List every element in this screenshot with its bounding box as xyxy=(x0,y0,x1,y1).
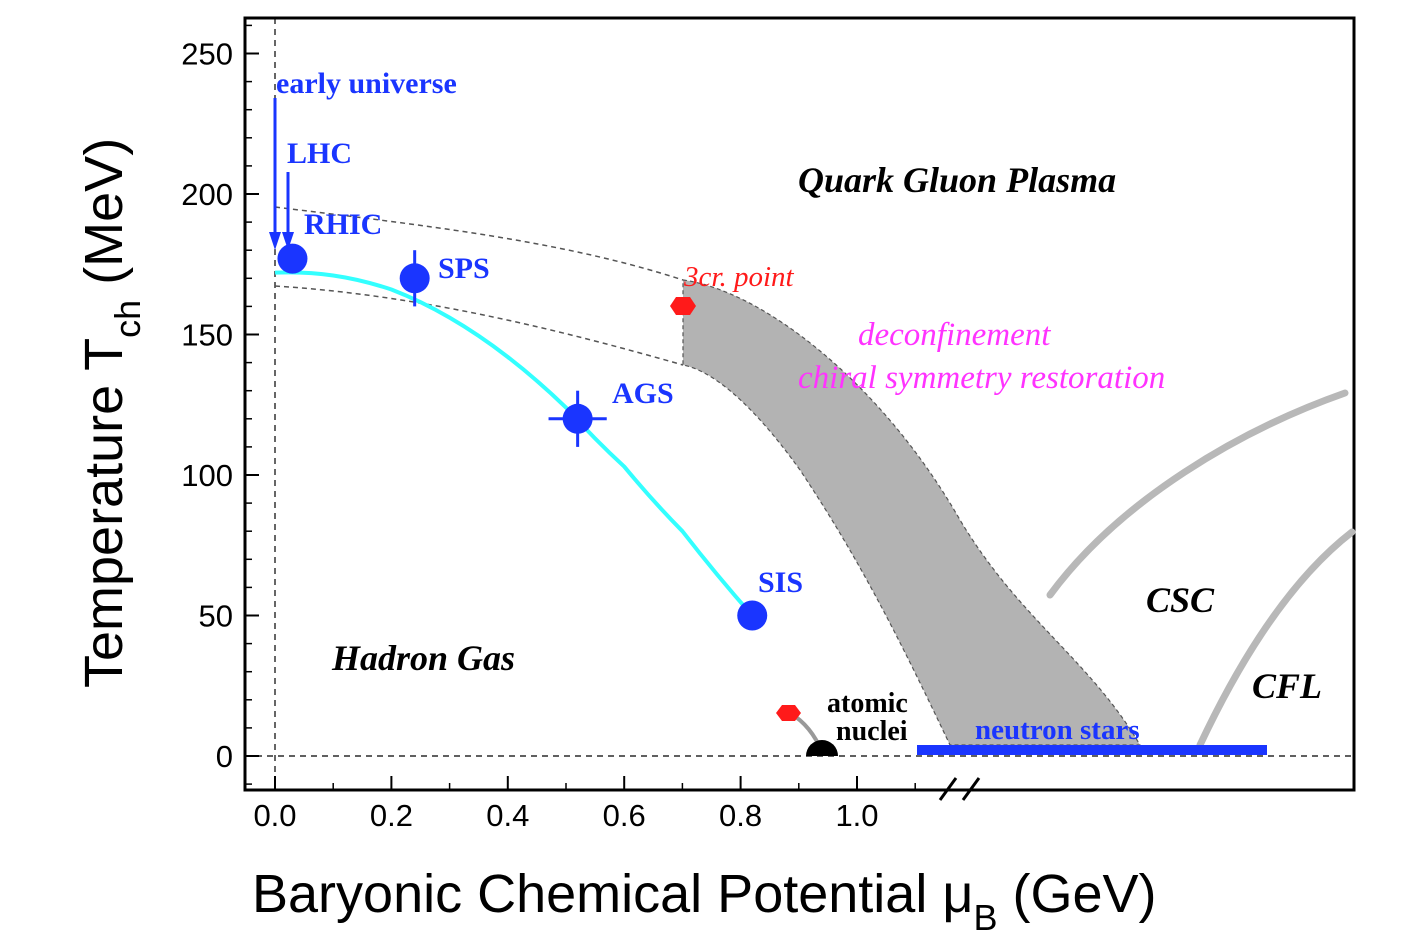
experiment-marker xyxy=(737,600,768,631)
experiment-point-sps xyxy=(399,250,430,307)
atomic-label: atomic xyxy=(827,688,908,719)
x-axis-title-sub: B xyxy=(973,897,997,938)
experiment-marker xyxy=(399,263,430,294)
hadron-gas-label: Hadron Gas xyxy=(331,638,515,678)
nuclear-critical-point-marker xyxy=(776,705,801,721)
experiment-point-rhic xyxy=(277,243,308,274)
y-axis-title: Temperature Tch (MeV) xyxy=(74,138,148,688)
y-tick-label: 150 xyxy=(181,318,233,353)
rhic-label: RHIC xyxy=(304,208,382,241)
critical-point-marker xyxy=(670,297,696,315)
axis-ticks: 0 50 100 150 200 250 0.0 0.2 0.4 0.6 0.8 1.0 xyxy=(181,24,916,833)
neutron-stars-bar xyxy=(917,745,1267,755)
x-axis-title: Baryonic Chemical Potential μB (GeV) xyxy=(252,864,1156,938)
y-axis-title-main: Temperature T xyxy=(74,338,134,688)
nuclei-label: nuclei xyxy=(836,716,908,747)
experiment-points xyxy=(277,243,768,631)
csc-label: CSC xyxy=(1146,580,1215,620)
early-universe-arrow xyxy=(269,98,281,250)
axis-break-mark xyxy=(961,777,981,801)
x-tick-label: 0.0 xyxy=(253,798,296,833)
experiment-point-sis xyxy=(737,600,768,631)
x-tick-label: 1.0 xyxy=(835,798,878,833)
cfl-boundary-line xyxy=(1196,528,1356,749)
atomic-nuclei-marker xyxy=(806,740,838,756)
lhc-arrow xyxy=(282,172,294,250)
experiment-marker xyxy=(277,243,308,274)
upper-boundary-dashed xyxy=(274,206,684,281)
x-tick-label: 0.6 xyxy=(603,798,646,833)
x-axis-title-unit: (GeV) xyxy=(997,864,1156,924)
qgp-label: Quark Gluon Plasma xyxy=(798,160,1116,200)
cfl-label: CFL xyxy=(1252,666,1322,706)
ags-label: AGS xyxy=(612,377,674,410)
x-axis-title-main: Baryonic Chemical Potential μ xyxy=(252,864,973,924)
chiral-restoration-label: chiral symmetry restoration xyxy=(798,360,1165,396)
y-tick-label: 50 xyxy=(199,599,233,634)
critical-point-label: 3cr. point xyxy=(683,261,795,293)
y-tick-label: 250 xyxy=(181,37,233,72)
lower-boundary-dashed xyxy=(274,285,684,366)
sis-label: SIS xyxy=(758,566,803,599)
deconfinement-label: deconfinement xyxy=(858,317,1051,353)
axis-break-mark xyxy=(938,777,958,801)
freeze-out-curve xyxy=(274,270,754,617)
x-tick-label: 0.4 xyxy=(486,798,529,833)
neutron-stars-label: neutron stars xyxy=(975,714,1140,746)
crossover-band xyxy=(682,279,1142,746)
y-axis-title-unit: (MeV) xyxy=(74,138,134,300)
y-tick-label: 200 xyxy=(181,177,233,212)
y-tick-label: 100 xyxy=(181,458,233,493)
sps-label: SPS xyxy=(438,252,490,285)
x-tick-label: 0.8 xyxy=(719,798,762,833)
csc-boundary-line xyxy=(1046,389,1349,599)
lhc-label: LHC xyxy=(287,137,352,170)
x-tick-label: 0.2 xyxy=(370,798,413,833)
experiment-point-ags xyxy=(548,390,607,447)
y-tick-label: 0 xyxy=(216,739,233,774)
experiment-marker xyxy=(562,403,593,434)
y-axis-title-sub: ch xyxy=(107,300,148,338)
early-universe-label: early universe xyxy=(276,67,457,100)
